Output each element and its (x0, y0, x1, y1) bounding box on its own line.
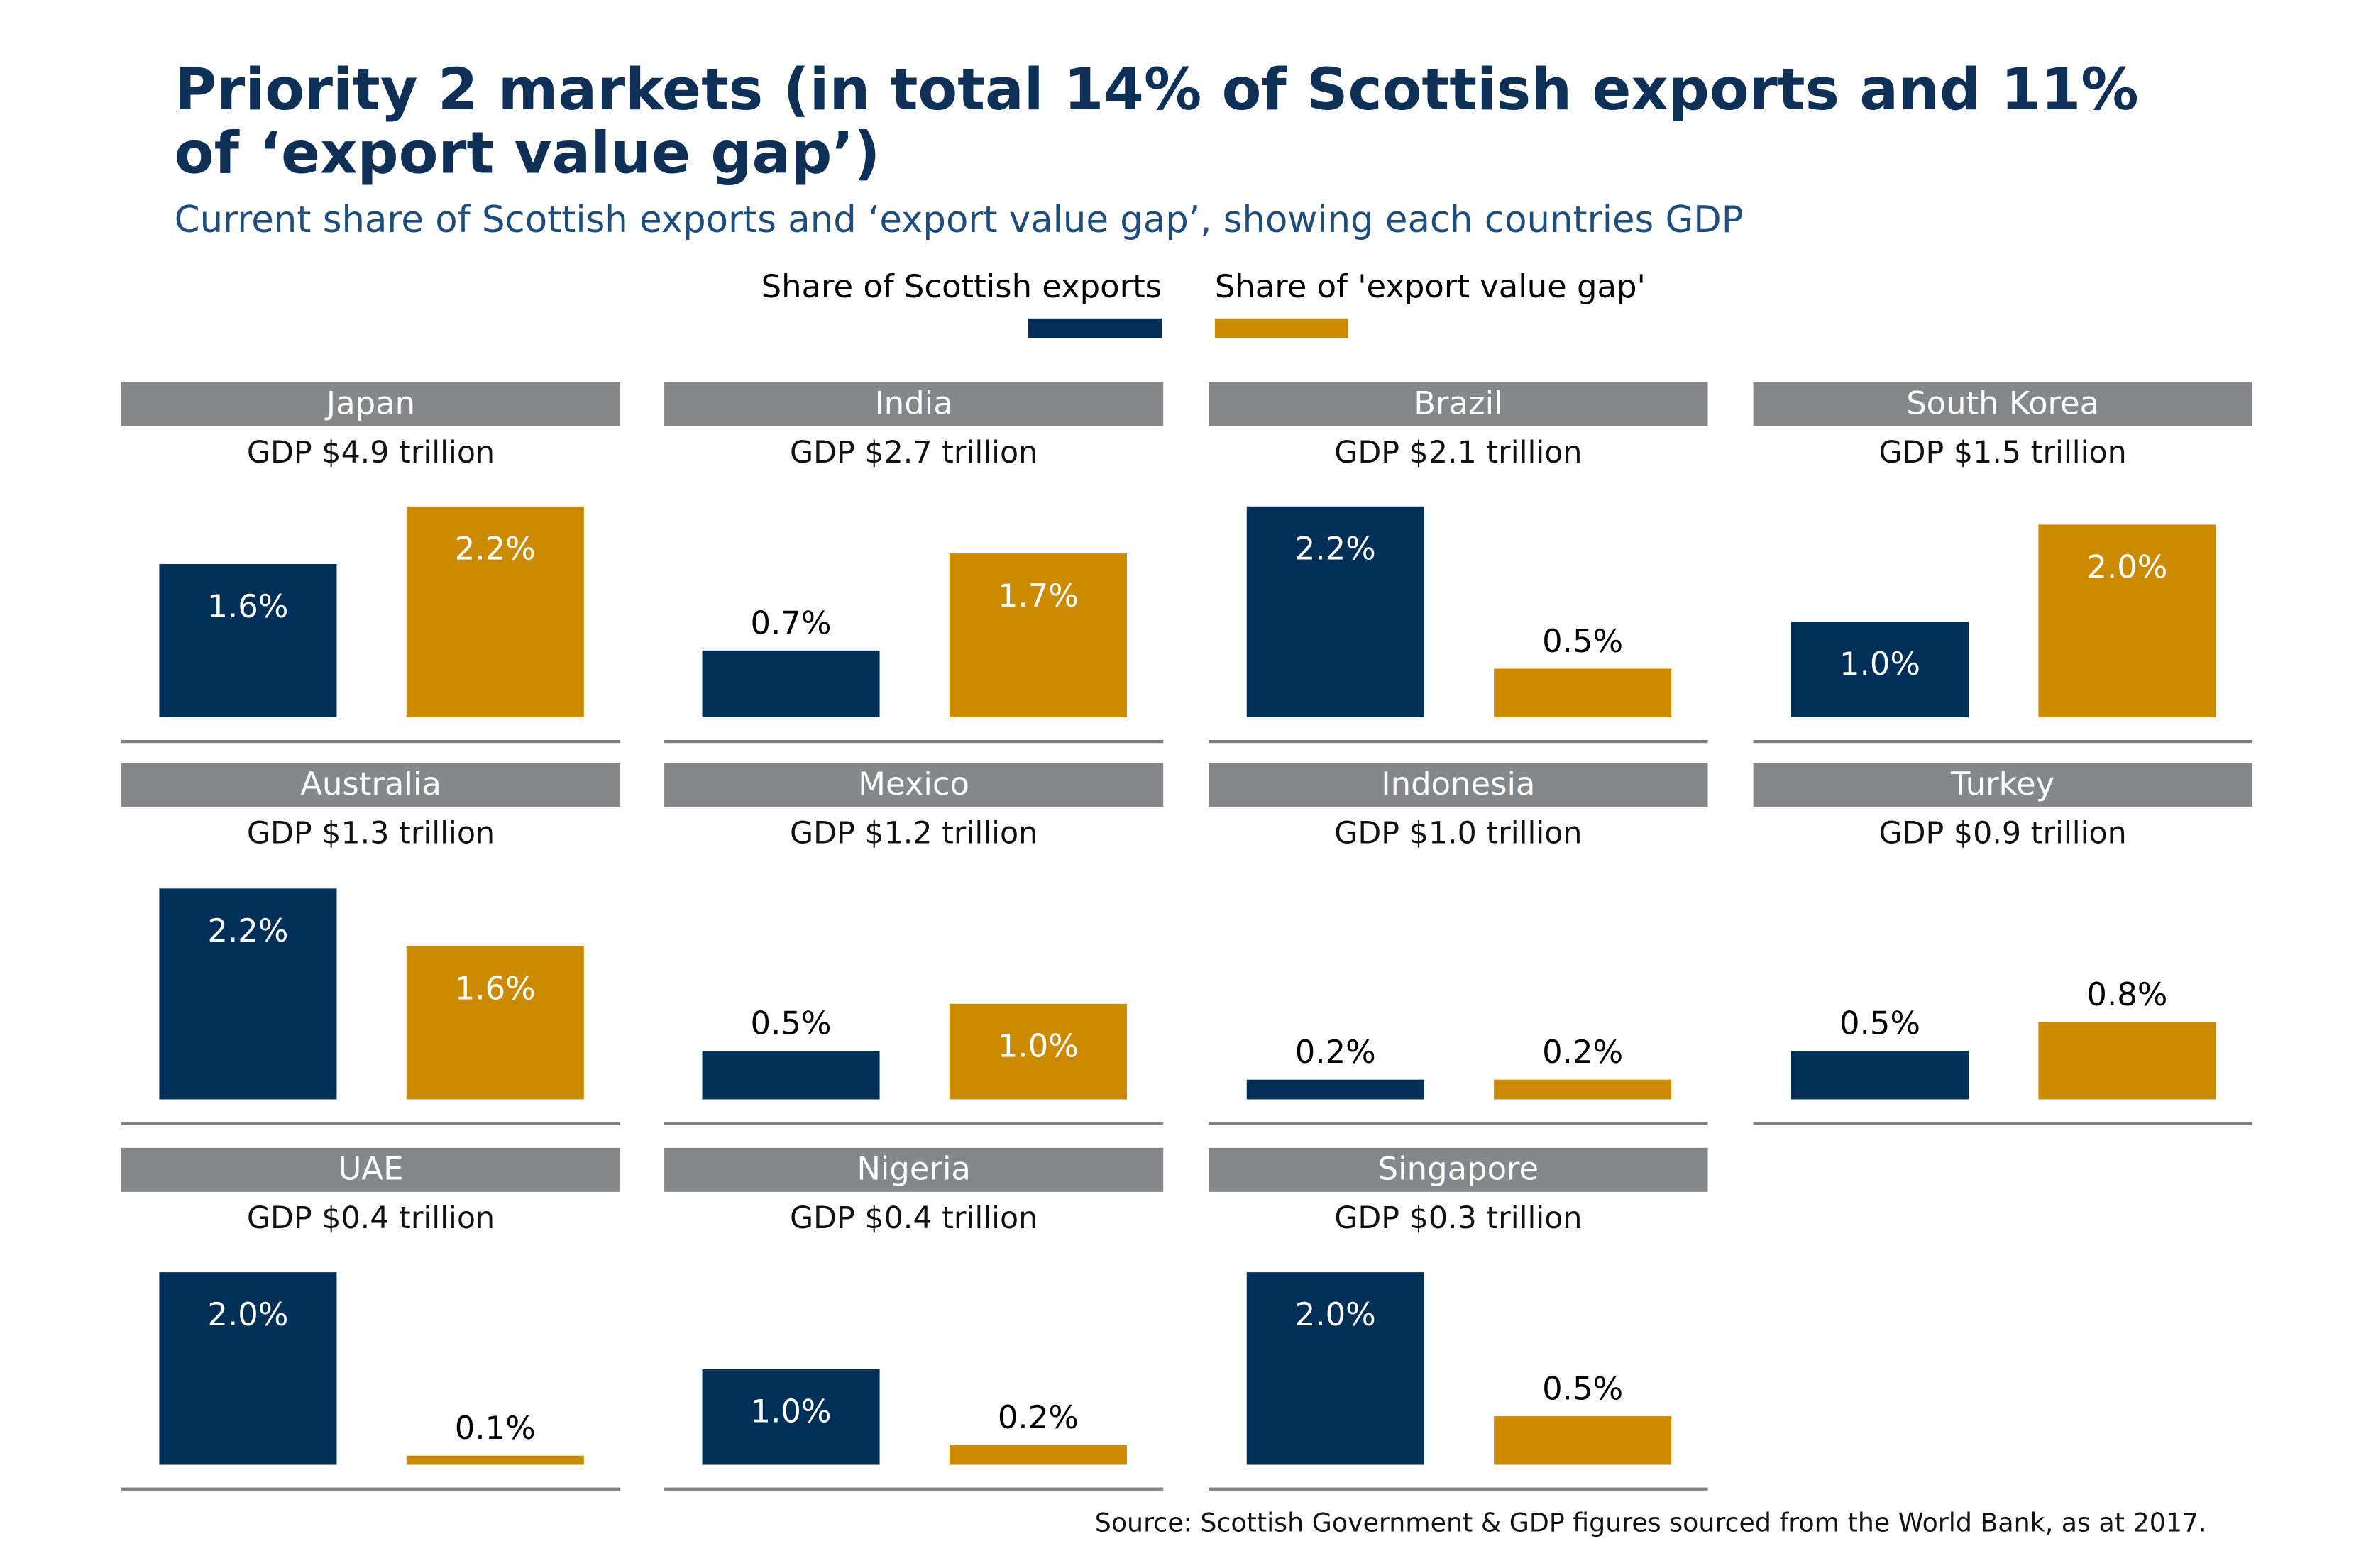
data-label: 2.0% (1294, 1297, 1376, 1334)
bar-exports (159, 888, 337, 1100)
gdp-label: GDP $4.9 trillion (246, 434, 495, 470)
bar-gap (1494, 669, 1672, 717)
panel-uae: UAE GDP $0.4 trillion 2.0% 0.1% (121, 1147, 621, 1512)
data-label: 0.5% (1542, 624, 1624, 661)
data-label: 1.7% (997, 578, 1079, 615)
data-label: 2.2% (1294, 530, 1376, 567)
panel-baseline (121, 739, 621, 744)
panel-japan: Japan GDP $4.9 trillion 1.6% 2.2% (121, 382, 621, 746)
data-label: 0.2% (1294, 1034, 1376, 1071)
data-label: 1.6% (207, 587, 289, 624)
legend-label-exports: Share of Scottish exports (761, 268, 1162, 305)
panel-header: India (664, 382, 1164, 426)
panel-baseline (1209, 739, 1708, 744)
panel-header: Turkey (1753, 763, 2252, 807)
chart-subtitle: Current share of Scottish exports and ‘e… (174, 198, 1744, 241)
gdp-label: GDP $1.2 trillion (790, 814, 1038, 851)
gdp-label: GDP $1.5 trillion (1878, 434, 2127, 470)
bar-gap (2038, 525, 2216, 717)
data-label: 1.0% (1839, 645, 1921, 683)
bar-exports (702, 1051, 880, 1100)
panel-header: Nigeria (664, 1147, 1164, 1192)
panel-india: India GDP $2.7 trillion 0.7% 1.7% (664, 382, 1164, 746)
bar-exports (159, 563, 337, 717)
bar-exports (702, 650, 880, 717)
bar-exports (1791, 1051, 1969, 1100)
panel-mexico: Mexico GDP $1.2 trillion 0.5% 1.0% (664, 763, 1164, 1127)
bar-gap (949, 1003, 1127, 1100)
data-label: 0.5% (1839, 1005, 1921, 1042)
panel-header: South Korea (1753, 382, 2252, 426)
gdp-label: GDP $2.7 trillion (790, 434, 1038, 470)
legend-swatch-gap (1214, 318, 1348, 338)
bar-gap (406, 946, 584, 1100)
panel-header: Singapore (1209, 1147, 1708, 1192)
panel-header: Brazil (1209, 382, 1708, 426)
panel-baseline (1209, 1487, 1708, 1491)
panel-header: UAE (121, 1147, 621, 1192)
bar-gap (1494, 1080, 1672, 1100)
gdp-label: GDP $1.3 trillion (246, 814, 495, 851)
chart-title: Priority 2 markets (in total 14% of Scot… (174, 56, 2139, 187)
data-label: 0.2% (997, 1400, 1079, 1437)
panel-baseline (664, 739, 1164, 744)
bar-exports (1791, 621, 1969, 717)
panel-baseline (121, 1487, 621, 1491)
bar-gap (1494, 1416, 1672, 1465)
panel-header: Indonesia (1209, 763, 1708, 807)
panel-baseline (664, 1487, 1164, 1491)
bar-gap (949, 553, 1127, 717)
data-label: 1.6% (454, 970, 536, 1007)
data-label: 2.0% (207, 1297, 289, 1334)
gdp-label: GDP $2.1 trillion (1334, 434, 1583, 470)
data-label: 1.0% (997, 1027, 1079, 1064)
panel-baseline (1753, 1122, 2252, 1125)
bar-gap (406, 1454, 584, 1465)
panel-baseline (664, 1122, 1164, 1125)
legend-swatch-exports (1028, 318, 1162, 338)
gdp-label: GDP $0.3 trillion (1334, 1199, 1583, 1236)
panel-header: Japan (121, 382, 621, 426)
gdp-label: GDP $1.0 trillion (1334, 814, 1583, 851)
bar-exports (1246, 1272, 1424, 1465)
source-note: Source: Scottish Government & GDP figure… (1094, 1508, 2207, 1540)
panel-australia: Australia GDP $1.3 trillion 2.2% 1.6% (121, 763, 621, 1127)
bar-gap (2038, 1022, 2216, 1100)
panel-nigeria: Nigeria GDP $0.4 trillion 1.0% 0.2% (664, 1147, 1164, 1512)
data-label: 0.5% (750, 1005, 832, 1042)
panel-baseline (121, 1122, 621, 1125)
bar-exports (159, 1272, 337, 1465)
legend-label-gap: Share of 'export value gap' (1214, 268, 1646, 305)
panel-south-korea: South Korea GDP $1.5 trillion 1.0% 2.0% (1753, 382, 2252, 746)
data-label: 1.0% (750, 1393, 832, 1430)
panel-baseline (1209, 1122, 1708, 1125)
gdp-label: GDP $0.4 trillion (790, 1199, 1038, 1236)
panel-baseline (1753, 739, 2252, 744)
gdp-label: GDP $0.4 trillion (246, 1199, 495, 1236)
bar-exports (702, 1369, 880, 1465)
panel-header: Australia (121, 763, 621, 807)
data-label: 0.7% (750, 604, 832, 641)
bar-gap (406, 506, 584, 717)
data-label: 2.2% (207, 912, 289, 949)
panel-singapore: Singapore GDP $0.3 trillion 2.0% 0.5% (1209, 1147, 1708, 1512)
panel-indonesia: Indonesia GDP $1.0 trillion 0.2% 0.2% (1209, 763, 1708, 1127)
data-label: 0.1% (454, 1409, 536, 1447)
data-label: 0.5% (1542, 1371, 1624, 1408)
bar-exports (1246, 506, 1424, 717)
bar-exports (1246, 1080, 1424, 1100)
bar-gap (949, 1445, 1127, 1465)
data-label: 2.2% (454, 530, 536, 567)
data-label: 2.0% (2086, 549, 2168, 586)
panel-brazil: Brazil GDP $2.1 trillion 2.2% 0.5% (1209, 382, 1708, 746)
panel-turkey: Turkey GDP $0.9 trillion 0.5% 0.8% (1753, 763, 2252, 1127)
data-label: 0.2% (1542, 1034, 1624, 1071)
gdp-label: GDP $0.9 trillion (1878, 814, 2127, 851)
data-label: 0.8% (2086, 977, 2168, 1014)
panel-header: Mexico (664, 763, 1164, 807)
